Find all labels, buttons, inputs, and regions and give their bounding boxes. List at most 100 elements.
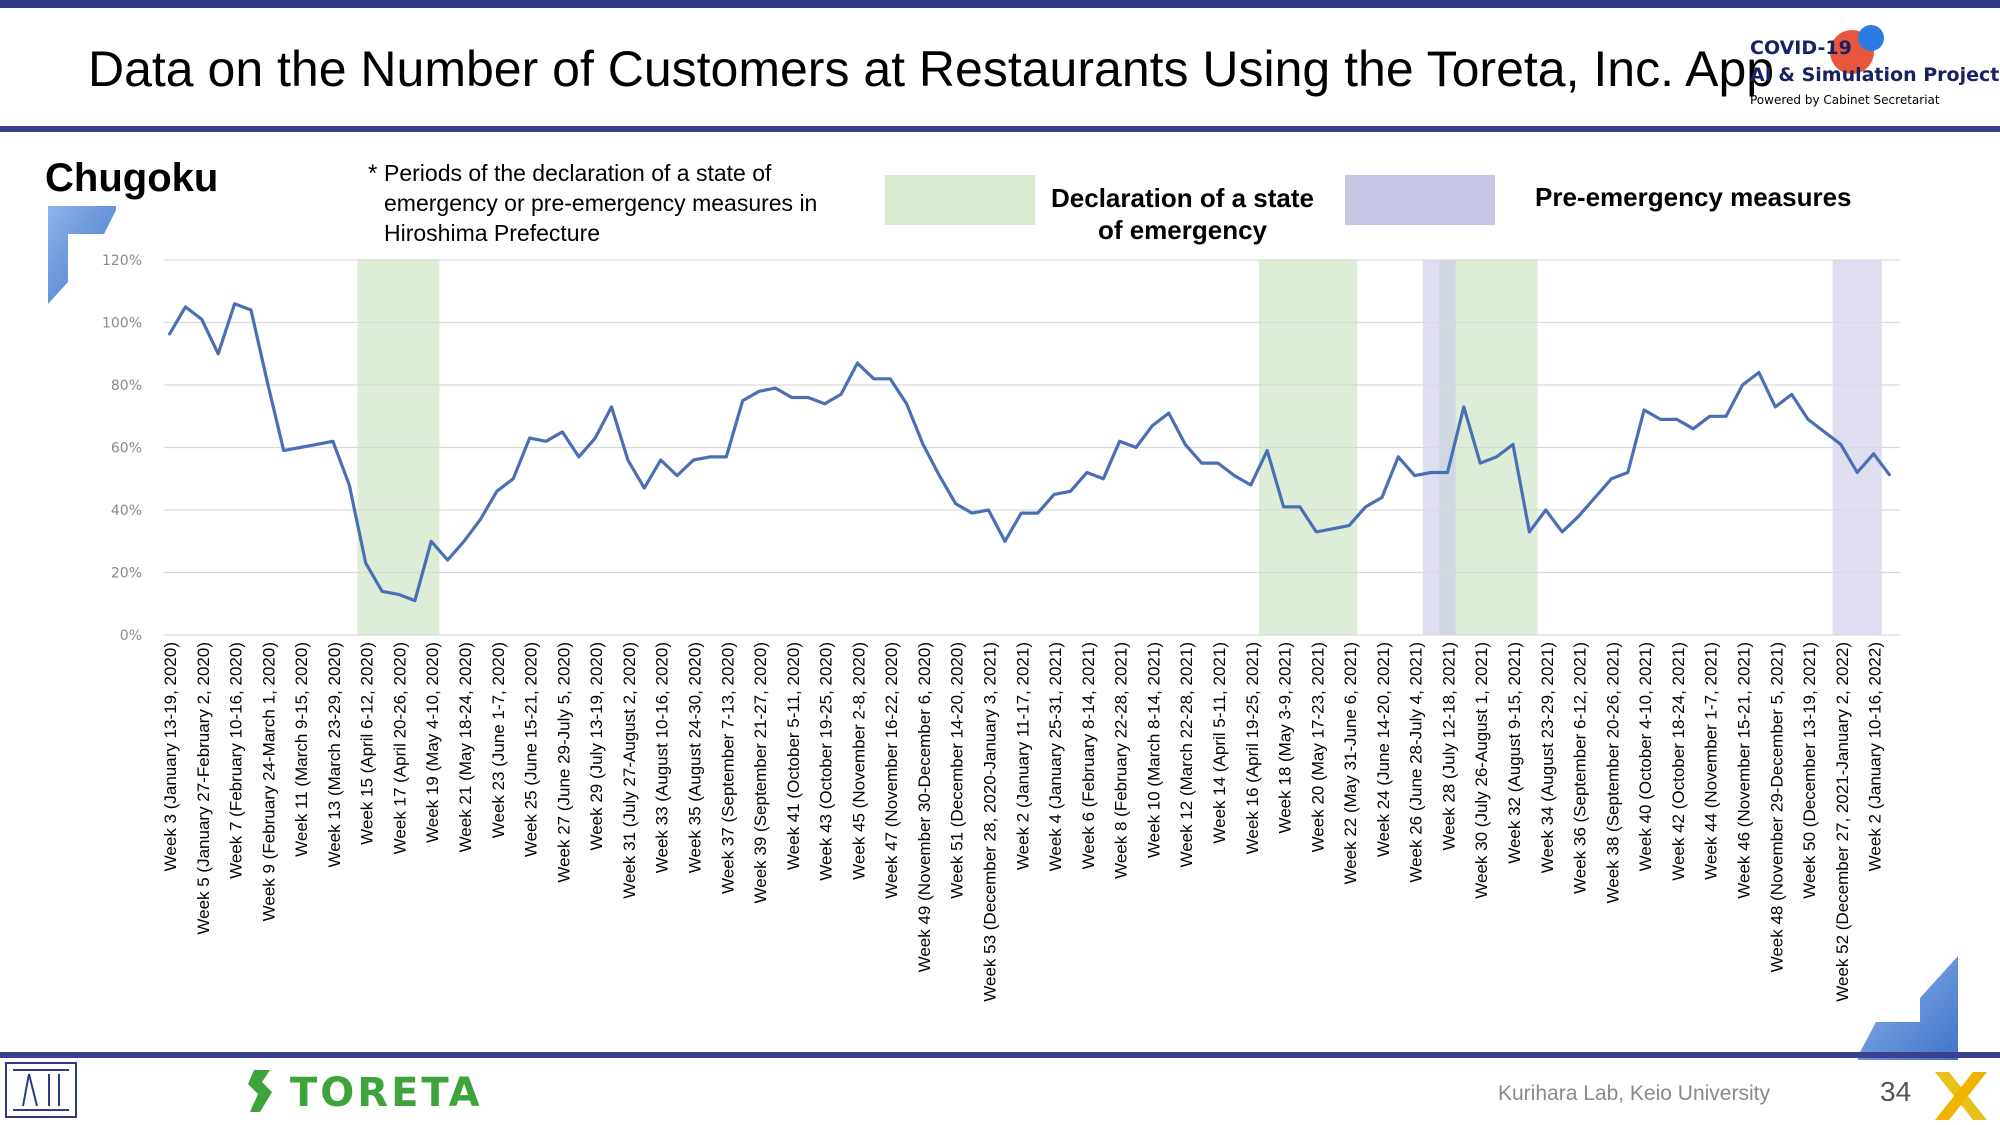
toreta-logo-icon <box>248 1070 272 1112</box>
footer-divider <box>0 1052 2000 1058</box>
data-point <box>1840 443 1842 445</box>
note-text: Periods of the declaration of a state of… <box>384 160 818 246</box>
data-point <box>1020 512 1022 514</box>
x-tick-label: Week 2 (January 11-17, 2021) <box>1013 642 1032 870</box>
data-point <box>250 309 252 311</box>
data-point <box>1709 415 1711 417</box>
logo-line-1: COVID-19 <box>1750 37 1852 59</box>
x-axis: Week 3 (January 13-19, 2020) Week 5 (Janu… <box>161 642 1885 1002</box>
data-point <box>1299 506 1301 508</box>
toreta-wordmark: TORETA <box>290 1070 483 1116</box>
data-point <box>840 393 842 395</box>
data-point <box>971 512 973 514</box>
x-tick-label: Week 43 (October 19-25, 2020) <box>817 642 836 881</box>
x-tick-label: Week 40 (October 4-10, 2021) <box>1636 642 1655 871</box>
legend-swatch-emergency <box>885 175 1035 225</box>
region-label: Chugoku <box>45 156 219 200</box>
x-tick-label: Week 39 (September 21-27, 2020) <box>751 642 770 903</box>
x-tick-label: Week 35 (August 24-30, 2020) <box>685 642 704 873</box>
corner-decoration-bottom-right <box>1858 956 1958 1060</box>
x-tick-label: Week 36 (September 6-12, 2021) <box>1571 642 1590 894</box>
x-tick-label: Week 12 (March 22-28, 2021) <box>1177 642 1196 868</box>
data-point <box>201 318 203 320</box>
x-tick-label: Week 44 (November 1-7, 2021) <box>1702 642 1721 880</box>
title-divider <box>0 126 2000 132</box>
data-point <box>1758 372 1760 373</box>
y-tick-label: 40% <box>111 503 142 519</box>
x-tick-label: Week 34 (August 23-29, 2021) <box>1538 642 1557 873</box>
data-point <box>430 540 432 542</box>
data-point <box>1660 418 1662 420</box>
data-point <box>529 437 531 439</box>
data-point <box>873 378 875 380</box>
data-point <box>791 397 793 398</box>
data-point <box>988 509 990 511</box>
data-point <box>1856 472 1858 473</box>
x-tick-label: Week 24 (June 14-20, 2021) <box>1374 642 1393 857</box>
x-tick-label: Week 50 (December 13-19, 2021) <box>1800 642 1819 899</box>
data-point <box>742 400 744 402</box>
data-point <box>1201 462 1203 464</box>
data-point <box>1889 475 1891 477</box>
kurihara-lab-logo <box>5 1062 77 1118</box>
data-point <box>1397 456 1399 458</box>
data-point <box>1168 412 1170 414</box>
data-point <box>1676 418 1678 420</box>
y-tick-label: 120% <box>102 253 142 269</box>
data-point <box>1446 472 1448 473</box>
data-point <box>1545 509 1547 511</box>
data-point <box>1381 497 1383 498</box>
data-point <box>1463 406 1465 408</box>
y-tick-label: 60% <box>111 441 142 457</box>
data-point <box>397 593 399 595</box>
x-tick-label: Week 9 (February 24-March 1, 2020) <box>259 642 278 921</box>
y-tick-label: 20% <box>111 566 142 582</box>
x-tick-label: Week 13 (March 23-29, 2020) <box>325 642 344 868</box>
line-chart: 0% 20% 40% 60% 80% 100% 120% Week 3 (January 1… <box>102 253 1900 1002</box>
y-axis: 0% 20% 40% 60% 80% 100% 120% <box>102 253 142 644</box>
data-point <box>496 490 498 492</box>
data-point <box>1250 484 1252 486</box>
data-point <box>774 387 776 389</box>
data-point <box>627 459 629 461</box>
data-point <box>1348 525 1350 527</box>
data-point <box>676 475 678 477</box>
data-point <box>316 443 318 445</box>
x-tick-label: Week 38 (September 20-26, 2021) <box>1603 642 1622 903</box>
data-point <box>561 431 563 433</box>
data-point <box>1807 418 1809 420</box>
data-point <box>1791 393 1793 395</box>
x-tick-label: Week 5 (January 27-February 2, 2020) <box>194 642 213 935</box>
series-lines <box>167 302 1892 603</box>
data-point <box>692 459 694 461</box>
data-point <box>365 562 367 564</box>
data-point <box>1217 462 1219 464</box>
x-tick-label: Week 41 (October 5-11, 2020) <box>784 642 803 870</box>
data-point <box>1528 531 1530 533</box>
data-point <box>1496 456 1498 458</box>
x-tick-label: Week 28 (July 12-18, 2021) <box>1439 642 1458 851</box>
x-tick-label: Week 25 (June 15-21, 2020) <box>522 642 541 857</box>
data-point <box>709 456 711 458</box>
data-point <box>1610 478 1612 480</box>
x-tick-label: Week 18 (May 3-9, 2021) <box>1276 642 1295 834</box>
data-point <box>1594 497 1596 498</box>
data-point <box>1692 428 1694 430</box>
data-point <box>1741 384 1743 386</box>
data-point <box>1119 440 1121 442</box>
data-point <box>1283 506 1285 508</box>
data-point <box>856 362 858 364</box>
data-point <box>1643 409 1645 411</box>
x-tick-label: Week 53 (December 28, 2020-January 3, 20… <box>981 642 1000 1002</box>
page-number: 34 <box>1880 1076 1912 1107</box>
data-point <box>381 590 383 592</box>
x-tick-label: Week 7 (February 10-16, 2020) <box>227 642 246 879</box>
data-point <box>1037 512 1039 514</box>
data-point <box>1151 425 1153 427</box>
x-tick-label: Week 11 (March 9-15, 2020) <box>292 642 311 857</box>
data-point <box>922 443 924 445</box>
x-tick-label: Week 10 (March 8-14, 2021) <box>1144 642 1163 858</box>
x-tick-label: Week 4 (January 25-31, 2021) <box>1046 642 1065 871</box>
data-point <box>1086 472 1088 473</box>
x-tick-label: Week 22 (May 31-June 6, 2021) <box>1341 642 1360 885</box>
